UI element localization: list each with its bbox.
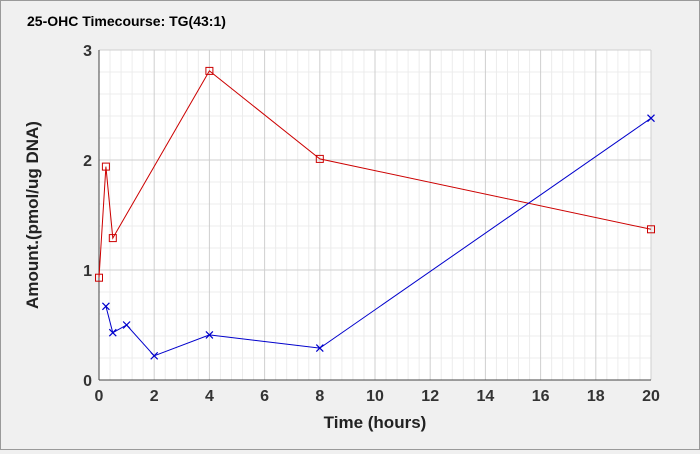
data-point: [108, 328, 117, 337]
series-2: [101, 114, 655, 360]
x-axis-label: Time (hours): [324, 413, 427, 432]
y-tick-label: 1: [83, 263, 92, 280]
data-point: [647, 114, 655, 123]
series-line: [98, 70, 652, 278]
x-tick-label: 10: [366, 388, 384, 405]
data-point: [205, 330, 214, 339]
x-tick-label: 20: [642, 388, 660, 405]
x-tick-label: 0: [95, 388, 104, 405]
x-tick-label: 4: [205, 388, 214, 405]
data-series: [95, 66, 655, 360]
y-tick-label: 0: [83, 373, 92, 390]
data-point: [315, 344, 324, 353]
x-tick-label: 14: [477, 388, 495, 405]
x-tick-label: 8: [315, 388, 324, 405]
data-point: [647, 225, 655, 234]
y-tick-label: 2: [83, 153, 92, 170]
chart-title: 25-OHC Timecourse: TG(43:1): [27, 13, 226, 29]
data-point: [95, 273, 103, 282]
data-point: [315, 154, 324, 163]
x-tick-label: 6: [260, 388, 269, 405]
y-tick-label: 3: [83, 43, 92, 60]
x-tick-labels: 0 2 4 6 8 10 12 14 16 18 20: [95, 388, 660, 405]
axes: [98, 50, 651, 381]
grid-lines: [98, 49, 652, 381]
data-point: [150, 351, 159, 360]
data-point: [205, 66, 214, 75]
data-point: [108, 234, 117, 243]
y-axis-label: Amount.(pmol/ug DNA): [23, 121, 42, 309]
series-1: [95, 66, 655, 282]
y-tick-labels: 0 1 2 3: [83, 43, 92, 390]
data-point: [101, 302, 110, 311]
data-point: [122, 321, 131, 329]
x-tick-label: 2: [150, 388, 159, 405]
x-tick-label: 16: [532, 388, 550, 405]
data-point: [101, 162, 110, 171]
x-tick-label: 18: [587, 388, 605, 405]
x-tick-label: 12: [421, 388, 439, 405]
